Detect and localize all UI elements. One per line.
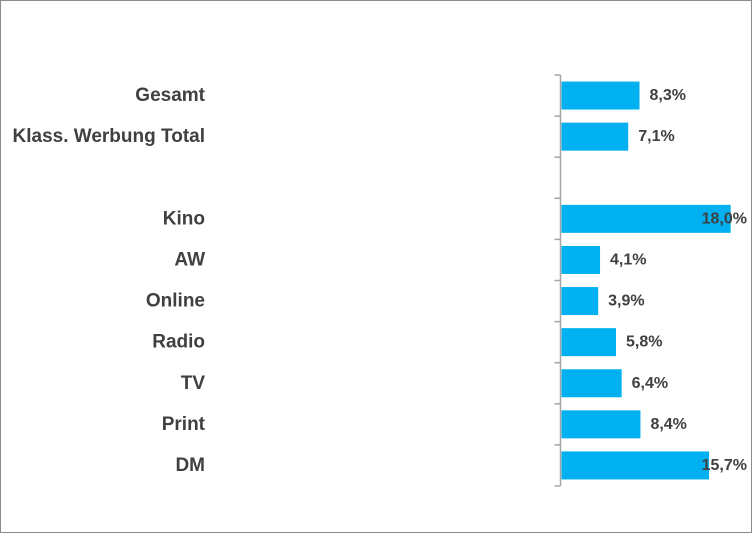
bar: [561, 81, 640, 110]
category-label: Klass. Werbung Total: [13, 126, 206, 147]
bar: [561, 410, 641, 439]
data-label: 4,1%: [610, 251, 646, 268]
data-label: 6,4%: [632, 375, 668, 392]
data-label: 7,1%: [638, 128, 674, 145]
category-label: Gesamt: [135, 85, 205, 106]
data-label: 5,8%: [626, 334, 662, 351]
bar: [561, 204, 731, 233]
bar: [561, 328, 617, 357]
bar: [561, 122, 629, 151]
data-label: 8,4%: [650, 416, 686, 433]
bar: [561, 245, 601, 274]
data-label: 8,3%: [650, 87, 686, 104]
category-label: TV: [181, 373, 206, 394]
category-label: Online: [146, 291, 205, 312]
bar: [561, 287, 599, 316]
data-label: 15,7%: [702, 457, 747, 474]
bar: [561, 369, 622, 398]
bar: [561, 451, 710, 480]
category-label: AW: [174, 249, 205, 270]
data-label: 18,0%: [702, 210, 747, 227]
category-label: Kino: [163, 208, 205, 229]
category-label: Radio: [152, 332, 205, 353]
category-label: DM: [175, 455, 205, 476]
category-label: Print: [162, 414, 206, 435]
data-label: 3,9%: [608, 293, 644, 310]
